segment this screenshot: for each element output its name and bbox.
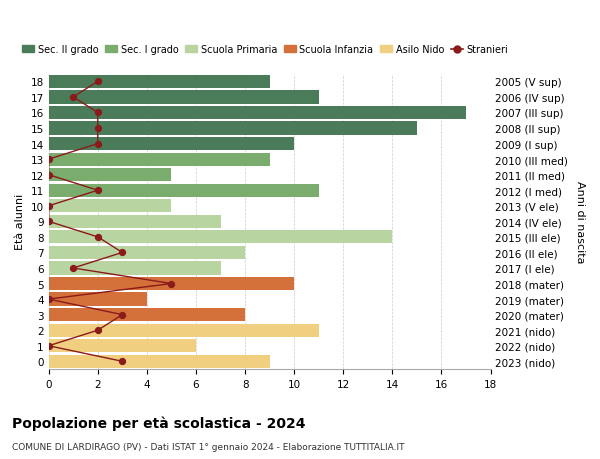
Bar [49, 339, 196, 353]
Point [44, 172, 53, 179]
Point [68, 94, 78, 101]
Point [44, 342, 53, 350]
Point [93, 110, 103, 117]
Legend: Sec. II grado, Sec. I grado, Scuola Primaria, Scuola Infanzia, Asilo Nido, Stran: Sec. II grado, Sec. I grado, Scuola Prim… [18, 41, 512, 59]
Point [44, 218, 53, 225]
Bar [49, 293, 147, 306]
Bar [49, 231, 392, 244]
Bar [49, 262, 221, 275]
Y-axis label: Anni di nascita: Anni di nascita [575, 181, 585, 263]
Text: COMUNE DI LARDIRAGO (PV) - Dati ISTAT 1° gennaio 2024 - Elaborazione TUTTITALIA.: COMUNE DI LARDIRAGO (PV) - Dati ISTAT 1°… [12, 442, 404, 451]
Bar [49, 76, 269, 89]
Point [93, 234, 103, 241]
Bar [49, 153, 269, 166]
Point [44, 296, 53, 303]
Bar [49, 246, 245, 259]
Bar [49, 169, 172, 182]
Point [93, 78, 103, 86]
Point [93, 125, 103, 132]
Bar [49, 91, 319, 104]
Point [68, 265, 78, 272]
Bar [49, 106, 466, 120]
Text: Popolazione per età scolastica - 2024: Popolazione per età scolastica - 2024 [12, 415, 305, 430]
Point [167, 280, 176, 288]
Point [93, 140, 103, 148]
Bar [49, 215, 221, 229]
Bar [49, 200, 172, 213]
Point [93, 187, 103, 195]
Point [44, 156, 53, 163]
Bar [49, 184, 319, 197]
Bar [49, 122, 417, 135]
Bar [49, 277, 294, 291]
Point [93, 327, 103, 334]
Point [118, 311, 127, 319]
Point [44, 203, 53, 210]
Bar [49, 138, 294, 151]
Bar [49, 355, 269, 368]
Y-axis label: Età alunni: Età alunni [15, 194, 25, 250]
Bar [49, 308, 245, 322]
Point [118, 249, 127, 257]
Point [118, 358, 127, 365]
Bar [49, 324, 319, 337]
